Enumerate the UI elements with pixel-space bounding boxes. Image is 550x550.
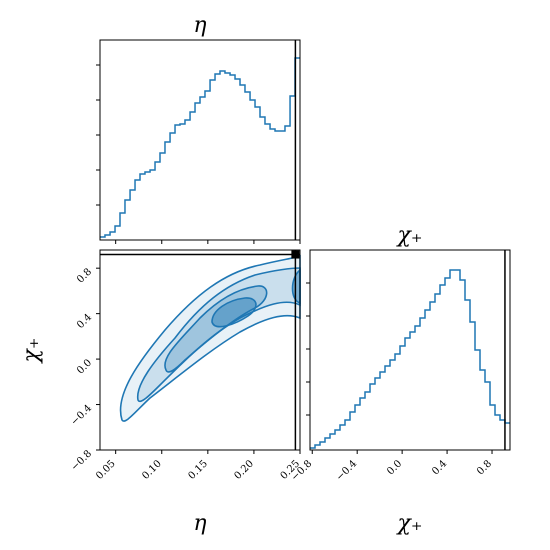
density-contours xyxy=(119,254,301,422)
y-tick-label: 0.8 xyxy=(75,267,94,286)
x-axis-label: η xyxy=(193,511,206,536)
x-tick-label: 0.8 xyxy=(475,458,494,477)
panel-title: χ₊ xyxy=(396,223,423,248)
y-tick-label: −0.8 xyxy=(69,448,94,473)
x-tick-label: 0.4 xyxy=(430,458,449,477)
panel-frame xyxy=(309,249,511,451)
panel-frame xyxy=(99,39,301,241)
panel-title: η xyxy=(193,13,206,38)
y-axis-label: χ₊ xyxy=(19,338,44,365)
x-tick-label: 0.0 xyxy=(385,458,404,477)
histogram-step xyxy=(100,57,300,238)
truth-marker xyxy=(291,250,300,259)
contour-inner xyxy=(164,285,268,373)
x-tick-label: 0.05 xyxy=(94,458,118,482)
x-tick-label: 0.20 xyxy=(233,458,257,482)
contour-core xyxy=(211,297,257,328)
y-tick-label: 0.4 xyxy=(75,312,94,331)
panel-frame xyxy=(99,249,301,451)
histogram-step xyxy=(310,269,510,449)
y-tick-label: 0.0 xyxy=(75,357,94,376)
x-tick-label: 0.15 xyxy=(186,458,210,482)
y-tick-label: −0.4 xyxy=(69,403,94,428)
x-tick-label: −0.4 xyxy=(334,458,359,483)
x-axis-label: χ₊ xyxy=(396,511,423,536)
x-tick-label: 0.10 xyxy=(140,458,164,482)
